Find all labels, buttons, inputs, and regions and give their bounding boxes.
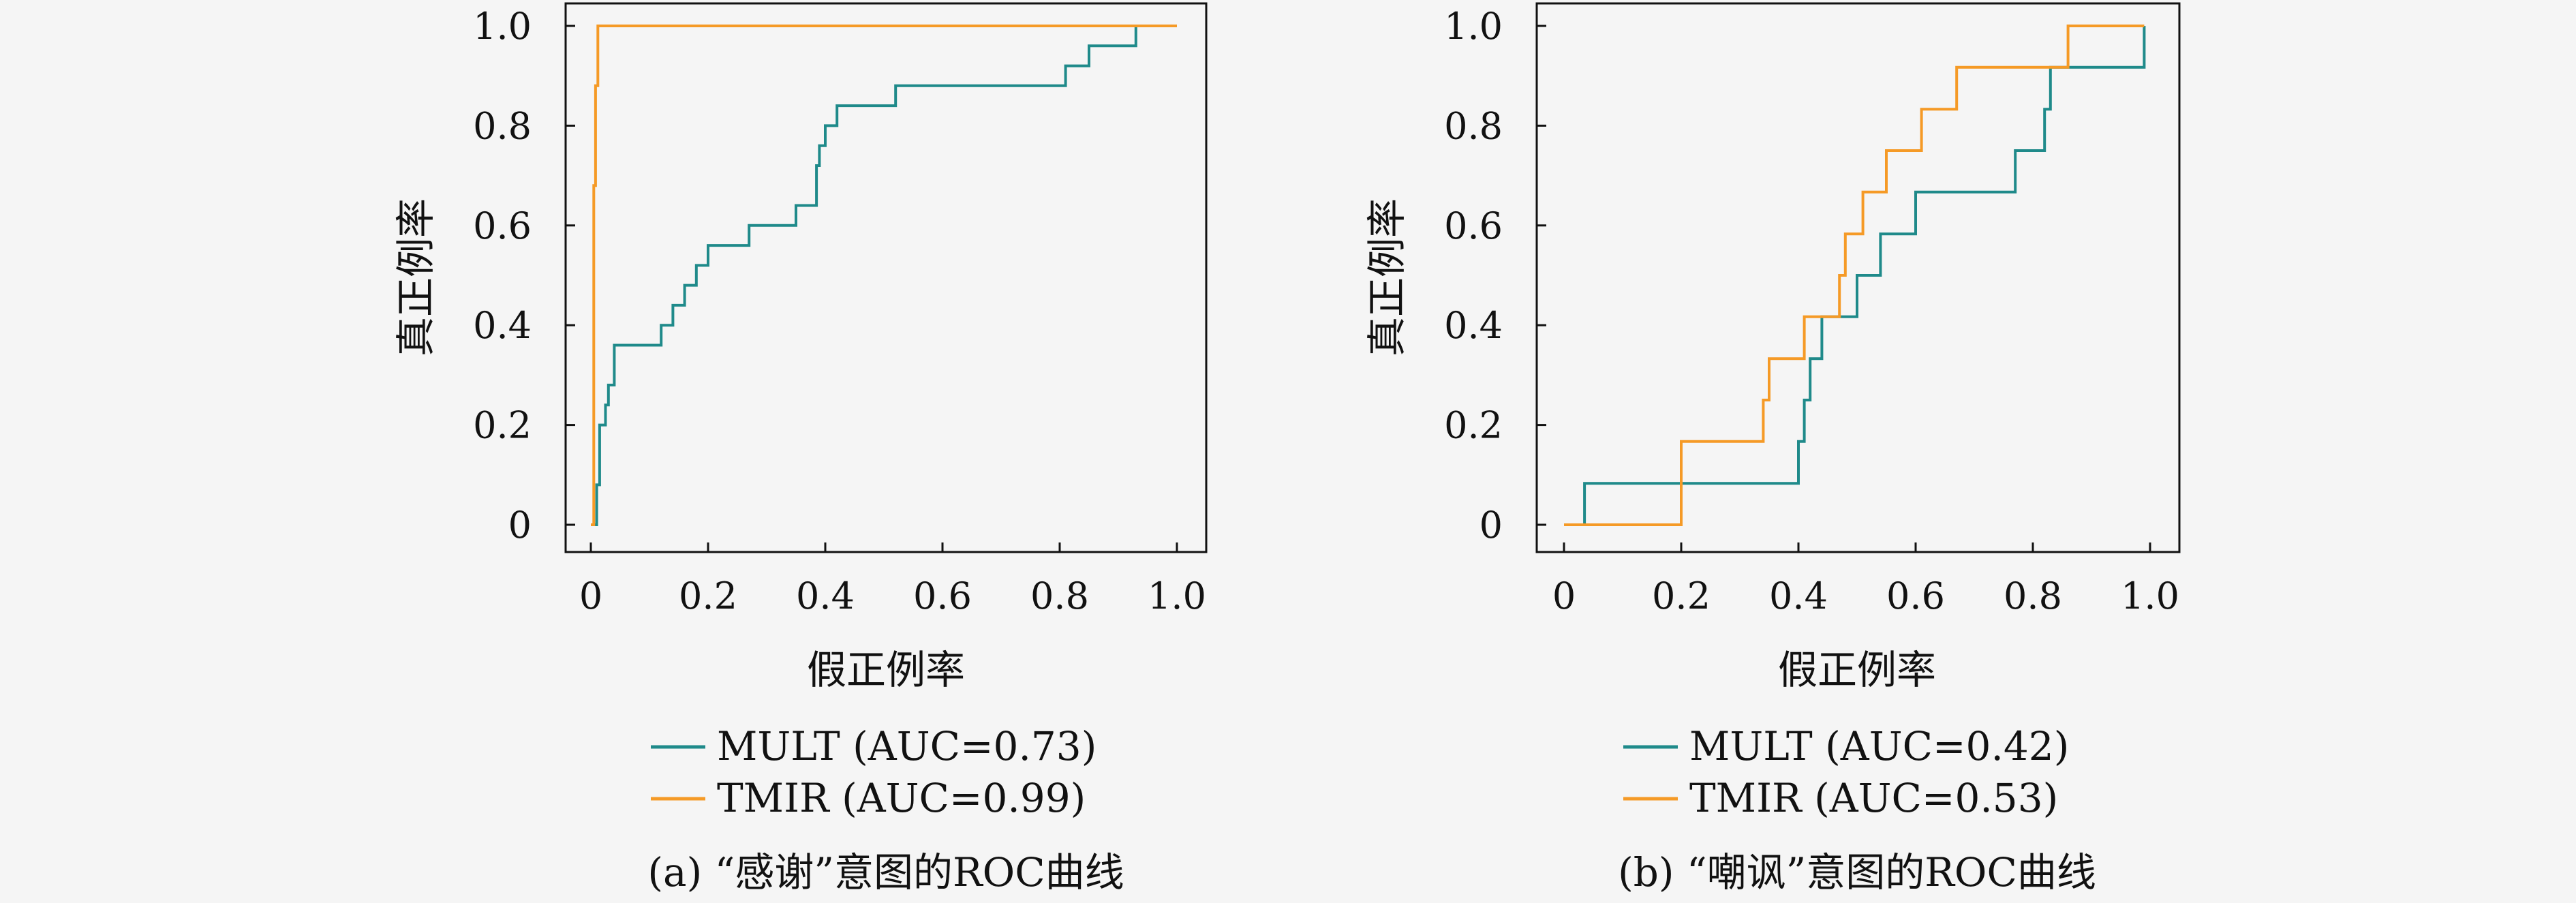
panel-a-y-tick-label: 0.2: [473, 404, 532, 447]
panel-b-tmir-roc-line: [1564, 25, 2145, 526]
panel-a-series: [591, 25, 1177, 526]
panel-a-legend-mult-label: MULT (AUC=0.73): [717, 723, 1097, 769]
panel-a-legend-tmir-label: TMIR (AUC=0.99): [717, 775, 1086, 821]
panel-a-tmir-roc-line: [591, 25, 1177, 526]
panel-a-y-tick-label: 0.4: [473, 304, 532, 347]
panel-b-xlabel: 假正例率: [1778, 647, 1936, 693]
panel-b-mult-roc-line: [1564, 26, 2146, 526]
panel-b-x-tick-label: 1.0: [2121, 575, 2179, 617]
panel-a-xlabel: 假正例率: [807, 647, 965, 693]
panel-a-y-tick-label: 0.8: [473, 104, 532, 147]
panel-b-y-tick-label: 0: [1479, 504, 1503, 547]
panel-b-caption: (b) “嘲讽”意图的ROC曲线: [1618, 849, 2096, 896]
panel-b-x-tick-label: 0.8: [2004, 575, 2062, 617]
panel-a-y-tick-label: 1.0: [473, 5, 532, 48]
panel-b-legend: MULT (AUC=0.42) TMIR (AUC=0.53): [1623, 723, 2069, 821]
panel-b-x-tick-label: 0: [1552, 575, 1576, 617]
panel-a-ticks: 0 0.2 0.4 0.6 0.8 1.0 0 0.2 0.4 0.6 0.8 1.0: [473, 5, 1206, 617]
panel-b-y-tick-label: 0.8: [1444, 104, 1503, 147]
panel-a-x-tick-label: 0.4: [796, 575, 855, 617]
panel-b-x-tick-label: 0.2: [1652, 575, 1711, 617]
panel-b: 0 0.2 0.4 0.6 0.8 1.0 0 0.2 0.4 0.6 0.8 1.0 假正例率 真正…: [1364, 2, 2181, 896]
panel-a-ylabel: 真正例率: [393, 198, 439, 356]
panel-b-y-tick-label: 0.2: [1444, 404, 1503, 447]
panel-a-legend: MULT (AUC=0.73) TMIR (AUC=0.99): [651, 723, 1097, 821]
panel-b-ticks: 0 0.2 0.4 0.6 0.8 1.0 0 0.2 0.4 0.6 0.8 1.0: [1444, 5, 2179, 617]
panel-a-plot-frame: [564, 2, 1208, 553]
panel-a-caption: (a) “感谢”意图的ROC曲线: [647, 849, 1124, 896]
panel-a-x-tick-label: 0.8: [1030, 575, 1089, 617]
panel-b-series: [1564, 25, 2146, 526]
panel-b-y-tick-label: 0.6: [1444, 204, 1503, 247]
panel-a-x-tick-label: 0: [579, 575, 602, 617]
panel-a-x-tick-label: 0.6: [913, 575, 972, 617]
panel-b-y-tick-label: 0.4: [1444, 304, 1503, 347]
panel-b-ylabel: 真正例率: [1364, 198, 1410, 356]
panel-b-plot-frame: [1535, 2, 2181, 553]
panel-a-x-tick-label: 1.0: [1148, 575, 1206, 617]
panel-a-y-tick-label: 0.6: [473, 204, 532, 247]
panel-b-legend-tmir-label: TMIR (AUC=0.53): [1689, 775, 2058, 821]
panel-b-legend-mult-label: MULT (AUC=0.42): [1689, 723, 2069, 769]
panel-b-x-tick-label: 0.4: [1769, 575, 1828, 617]
panel-b-y-tick-label: 1.0: [1444, 5, 1503, 48]
panel-a-x-tick-label: 0.2: [679, 575, 737, 617]
panel-a-y-tick-label: 0: [508, 504, 532, 547]
panel-a-mult-roc-line: [591, 25, 1177, 526]
panel-b-x-tick-label: 0.6: [1886, 575, 1945, 617]
panel-a: 0 0.2 0.4 0.6 0.8 1.0 0 0.2 0.4 0.6 0.8 1.0 假正例率 真正…: [393, 2, 1208, 896]
